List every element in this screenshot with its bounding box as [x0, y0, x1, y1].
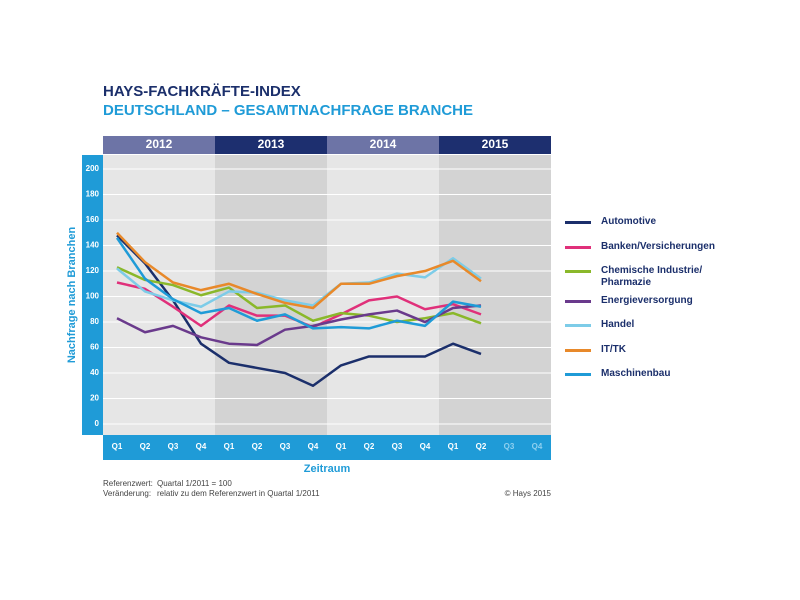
legend-swatch	[565, 245, 591, 249]
x-tick-label: Q2	[252, 442, 263, 451]
y-tick-label: 80	[90, 317, 99, 326]
y-tick-label: 100	[86, 292, 100, 301]
legend-item: Automotive	[565, 216, 731, 228]
legend-label: Handel	[601, 319, 635, 330]
year-label: 2014	[370, 137, 397, 151]
x-tick-label: Q1	[336, 442, 347, 451]
x-tick-label: Q3	[280, 442, 291, 451]
x-tick-label: Q3	[392, 442, 403, 451]
note-label: Referenzwert:	[103, 479, 153, 488]
year-label: 2012	[146, 137, 173, 151]
y-tick-label: 140	[86, 241, 100, 250]
x-axis-label: Zeitraum	[304, 463, 351, 475]
x-tick-label: Q3	[168, 442, 179, 451]
legend-swatch	[565, 348, 591, 352]
legend-label: Banken/Versicherungen	[601, 240, 715, 252]
y-tick-label: 180	[86, 190, 100, 199]
legend-item: Maschinenbau	[565, 368, 731, 380]
chart-title: HAYS-FACHKRÄFTE-INDEX	[103, 83, 301, 100]
y-tick-label: 0	[95, 419, 100, 428]
y-tick-label: 200	[86, 164, 100, 173]
legend-label: Maschinenbau	[601, 368, 671, 379]
series-line	[116, 234, 482, 388]
year-band	[215, 136, 327, 154]
legend-label: IT/TK	[601, 343, 626, 355]
series-line	[115, 237, 482, 330]
chart-subtitle: DEUTSCHLAND – GESAMTNACHFRAGE BRANCHE	[103, 102, 473, 119]
legend-swatch	[565, 324, 591, 327]
y-axis-label: Nachfrage nach Branchen	[66, 227, 78, 364]
legend-label: Energieversorgung	[601, 294, 693, 306]
x-axis-band	[103, 435, 551, 460]
x-tick-label: Q1	[224, 442, 235, 451]
legend-swatch	[565, 221, 591, 224]
series-line	[116, 231, 482, 310]
legend-swatch	[565, 373, 591, 376]
year-label: 2015	[482, 137, 509, 151]
year-label: 2013	[258, 137, 285, 151]
legend-label: Chemische Industrie/ Pharmazie	[601, 265, 703, 288]
x-tick-label: Q4	[196, 442, 207, 451]
series-line	[116, 304, 482, 347]
year-background	[327, 155, 439, 435]
note-label: Veränderung:	[103, 489, 151, 498]
legend-item: IT/TK	[565, 344, 731, 356]
copyright: © Hays 2015	[505, 489, 552, 498]
note-text: Quartal 1/2011 = 100	[157, 479, 232, 488]
note-text: relativ zu dem Referenzwert in Quartal 1…	[157, 489, 320, 498]
x-tick-label: Q4	[532, 442, 543, 451]
legend-swatch	[565, 270, 591, 273]
year-background	[215, 155, 327, 435]
x-tick-label: Q4	[308, 442, 319, 451]
x-tick-label: Q3	[504, 442, 515, 451]
year-band	[103, 136, 215, 154]
year-background	[439, 155, 551, 435]
year-band	[327, 136, 439, 154]
x-tick-label: Q4	[420, 442, 431, 451]
y-tick-label: 160	[86, 215, 100, 224]
y-tick-label: 40	[90, 368, 99, 377]
legend-label: Automotive	[601, 216, 656, 227]
y-tick-label: 120	[86, 266, 100, 275]
legend-item: Handel	[565, 319, 731, 331]
x-tick-label: Q2	[476, 442, 487, 451]
legend-item: Chemische Industrie/ Pharmazie	[565, 265, 731, 289]
x-tick-label: Q1	[448, 442, 459, 451]
x-tick-label: Q1	[112, 442, 123, 451]
x-tick-label: Q2	[364, 442, 375, 451]
y-tick-label: 60	[90, 343, 99, 352]
y-axis-band	[82, 155, 103, 435]
y-tick-label: 20	[90, 394, 99, 403]
legend-item: Banken/Versicherungen	[565, 241, 731, 253]
year-band	[439, 136, 551, 154]
x-tick-label: Q2	[140, 442, 151, 451]
legend-item: Energieversorgung	[565, 295, 731, 307]
legend-swatch	[565, 299, 591, 303]
